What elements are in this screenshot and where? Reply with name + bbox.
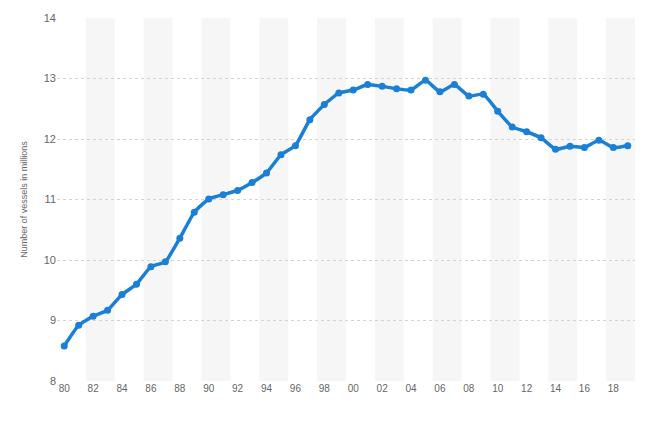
svg-text:11: 11 [45,193,56,205]
svg-text:9: 9 [50,314,56,326]
svg-text:84: 84 [116,383,128,394]
svg-text:94: 94 [261,383,273,394]
svg-text:90: 90 [203,383,215,394]
svg-text:00: 00 [348,383,360,394]
svg-text:12: 12 [521,383,533,394]
svg-text:98: 98 [319,383,331,394]
svg-text:82: 82 [88,383,100,394]
svg-text:12: 12 [44,133,56,145]
svg-text:10: 10 [44,254,56,266]
svg-text:02: 02 [377,383,389,394]
svg-text:10: 10 [492,383,504,394]
svg-text:14: 14 [44,12,56,24]
svg-text:88: 88 [174,383,186,394]
svg-text:14: 14 [550,383,562,394]
svg-text:08: 08 [463,383,475,394]
svg-text:96: 96 [290,383,302,394]
svg-text:18: 18 [608,383,620,394]
svg-text:92: 92 [232,383,244,394]
svg-text:06: 06 [434,383,446,394]
svg-text:80: 80 [59,383,71,394]
svg-text:13: 13 [44,72,56,84]
svg-text:04: 04 [405,383,417,394]
svg-text:Number of vessels in millions: Number of vessels in millions [19,141,29,258]
svg-text:86: 86 [145,383,157,394]
svg-text:8: 8 [50,375,56,387]
svg-text:16: 16 [579,383,591,394]
